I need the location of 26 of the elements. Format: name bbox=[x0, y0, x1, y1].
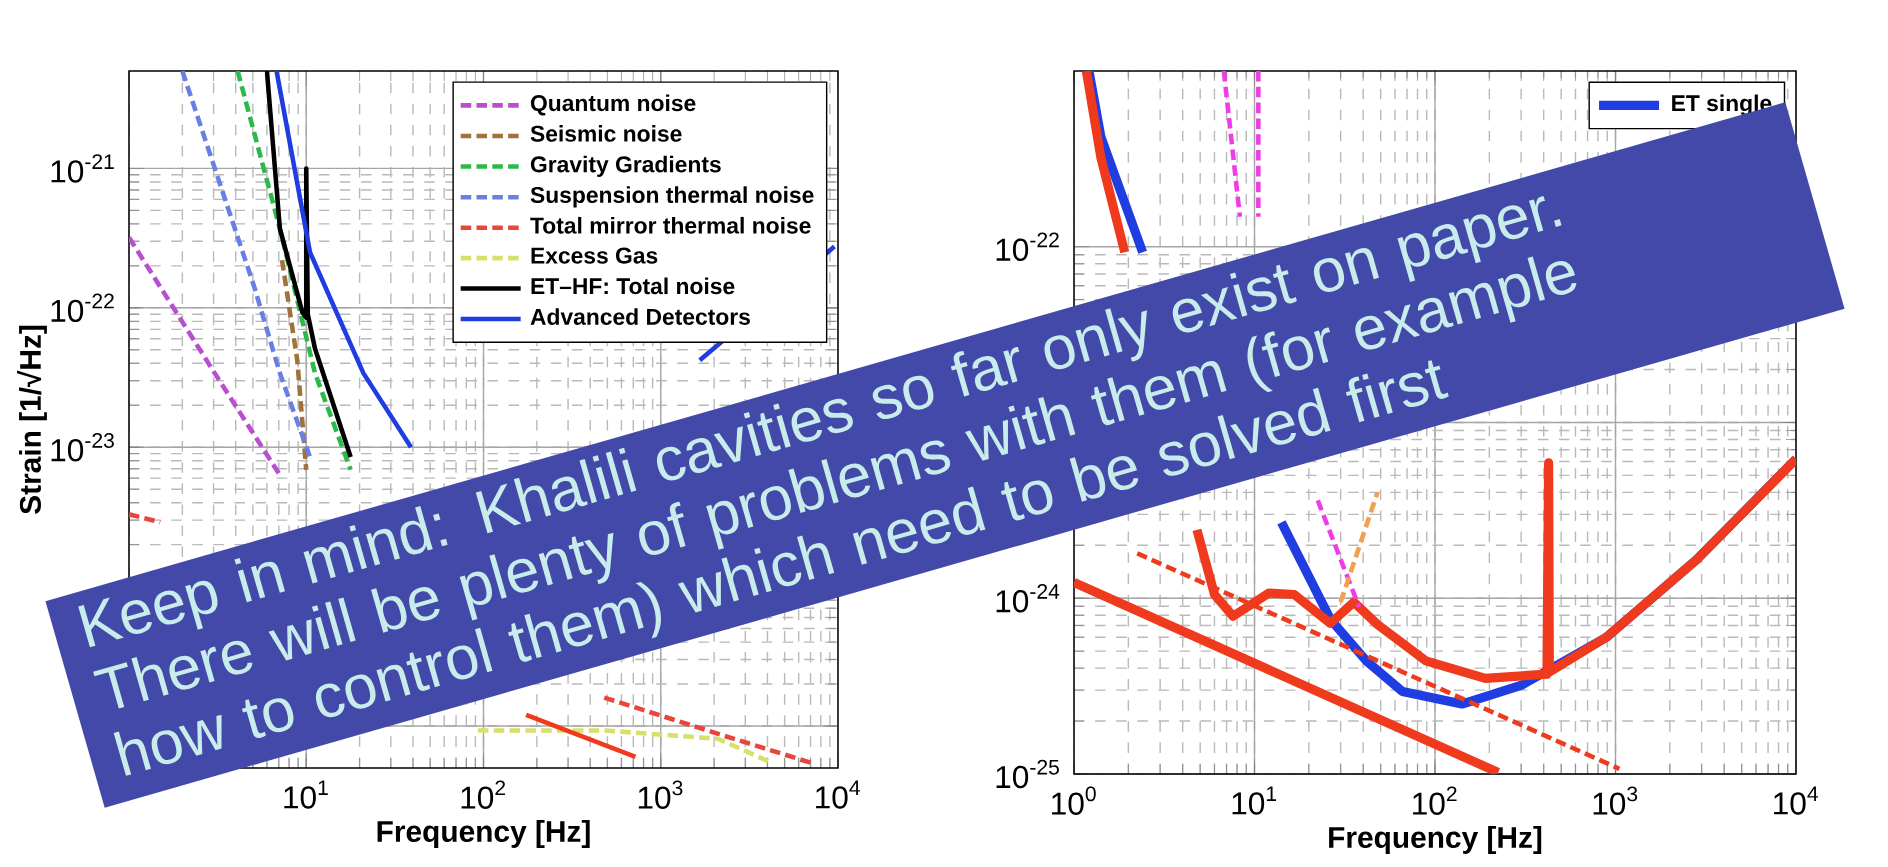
y-tick-label: 10$^{-22}$ bbox=[51, 293, 114, 323]
x-tick-label: 10$^{2}$ bbox=[1413, 786, 1457, 815]
y-tick-label: 10$^{-24}$ bbox=[996, 584, 1060, 613]
x-tick-label: 10$^{4}$ bbox=[816, 780, 860, 809]
y-tick-label: 10$^{-21}$ bbox=[51, 154, 114, 183]
legend-label: Suspension thermal noise bbox=[530, 186, 814, 208]
x-tick-label: 10$^{3}$ bbox=[1593, 786, 1638, 815]
y-axis-title: Strain [1/√Hz] bbox=[17, 325, 47, 514]
x-axis-title: Frequency [Hz] bbox=[377, 820, 590, 848]
x-tick-label: 10$^{4}$ bbox=[1774, 786, 1818, 815]
x-tick-label: 10$^{2}$ bbox=[461, 780, 506, 809]
y-tick-label: 10$^{-25}$ bbox=[996, 759, 1059, 789]
x-tick-label: 10$^{1}$ bbox=[284, 780, 328, 809]
legend-label: Advanced Detectors bbox=[530, 308, 750, 325]
legend-label: Excess Gas bbox=[531, 247, 658, 264]
legend-label: ET–HF: Total noise bbox=[531, 277, 735, 295]
y-tick-label: 10$^{-22}$ bbox=[996, 232, 1059, 261]
legend-label: Total mirror thermal noise bbox=[530, 216, 811, 234]
x-axis-title: Frequency [Hz] bbox=[1329, 826, 1542, 854]
x-tick-label: 10$^{3}$ bbox=[638, 780, 683, 809]
legend-label: Gravity Gradients bbox=[530, 155, 721, 177]
y-tick-label: 10$^{-23}$ bbox=[51, 432, 114, 462]
x-tick-label: 10$^{0}$ bbox=[1052, 786, 1096, 815]
legend-label: Seismic noise bbox=[530, 125, 682, 142]
x-tick-label: 10$^{1}$ bbox=[1232, 786, 1277, 815]
legend-label: Quantum noise bbox=[530, 94, 696, 116]
